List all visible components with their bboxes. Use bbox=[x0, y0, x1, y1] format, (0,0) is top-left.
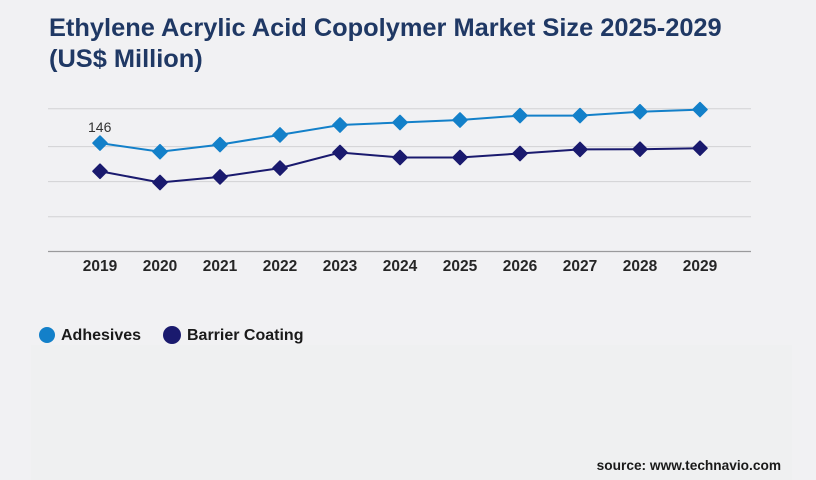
svg-text:2026: 2026 bbox=[503, 258, 538, 275]
svg-text:2021: 2021 bbox=[203, 258, 238, 275]
svg-text:146: 146 bbox=[88, 119, 112, 135]
svg-text:2029: 2029 bbox=[683, 258, 718, 275]
svg-text:2019: 2019 bbox=[83, 258, 118, 275]
svg-text:2027: 2027 bbox=[563, 258, 597, 275]
svg-text:2022: 2022 bbox=[263, 258, 297, 275]
svg-text:2025: 2025 bbox=[443, 258, 478, 275]
svg-text:2024: 2024 bbox=[383, 258, 418, 275]
svg-text:Barrier Coating: Barrier Coating bbox=[187, 327, 303, 344]
svg-text:2028: 2028 bbox=[623, 258, 658, 275]
svg-text:source: www.technavio.com: source: www.technavio.com bbox=[597, 458, 781, 473]
svg-text:Adhesives: Adhesives bbox=[61, 327, 141, 344]
svg-text:2020: 2020 bbox=[143, 258, 177, 275]
svg-text:2023: 2023 bbox=[323, 258, 358, 275]
